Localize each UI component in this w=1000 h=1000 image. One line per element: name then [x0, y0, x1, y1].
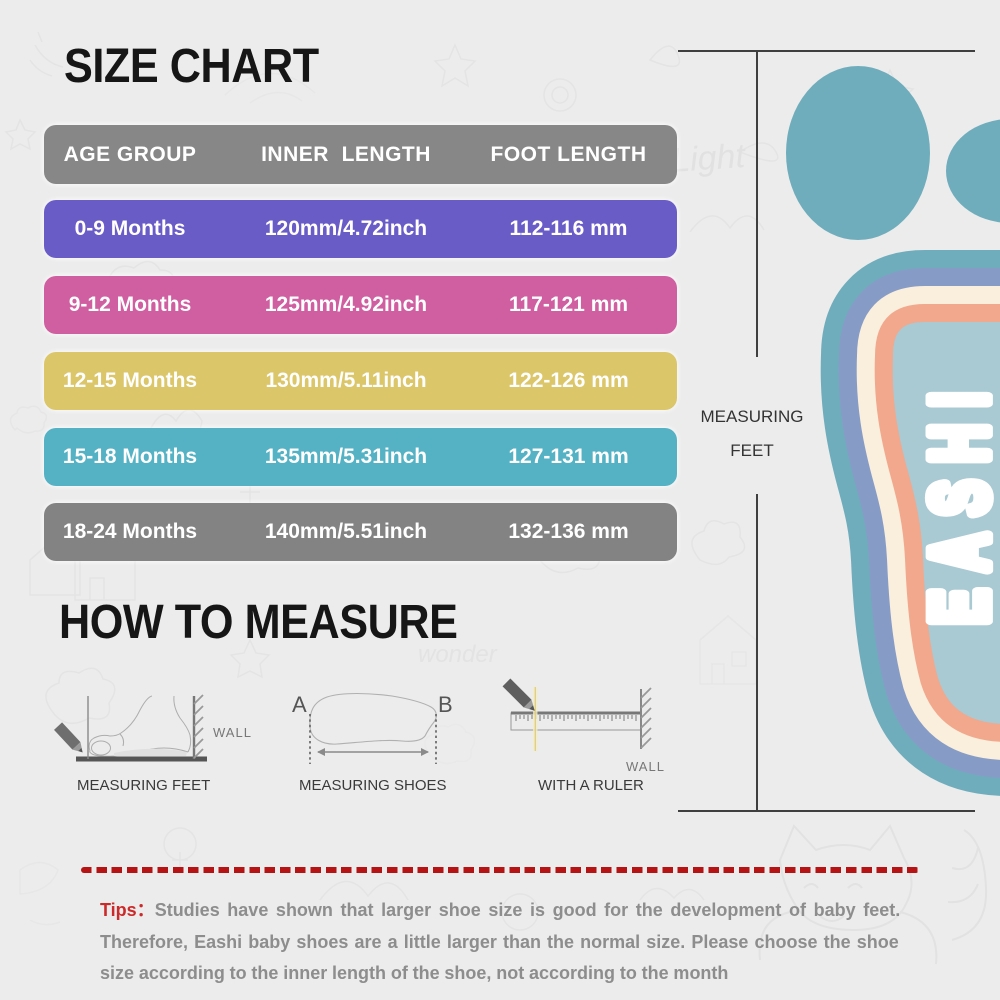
svg-text:EASHI: EASHI	[914, 375, 1000, 625]
svg-text:A: A	[292, 692, 307, 717]
svg-text:Light: Light	[670, 137, 748, 180]
svg-text:WALL: WALL	[626, 759, 665, 774]
svg-text:wonder: wonder	[418, 641, 498, 668]
svg-text:B: B	[438, 692, 453, 717]
svg-text:WALL: WALL	[213, 725, 252, 740]
